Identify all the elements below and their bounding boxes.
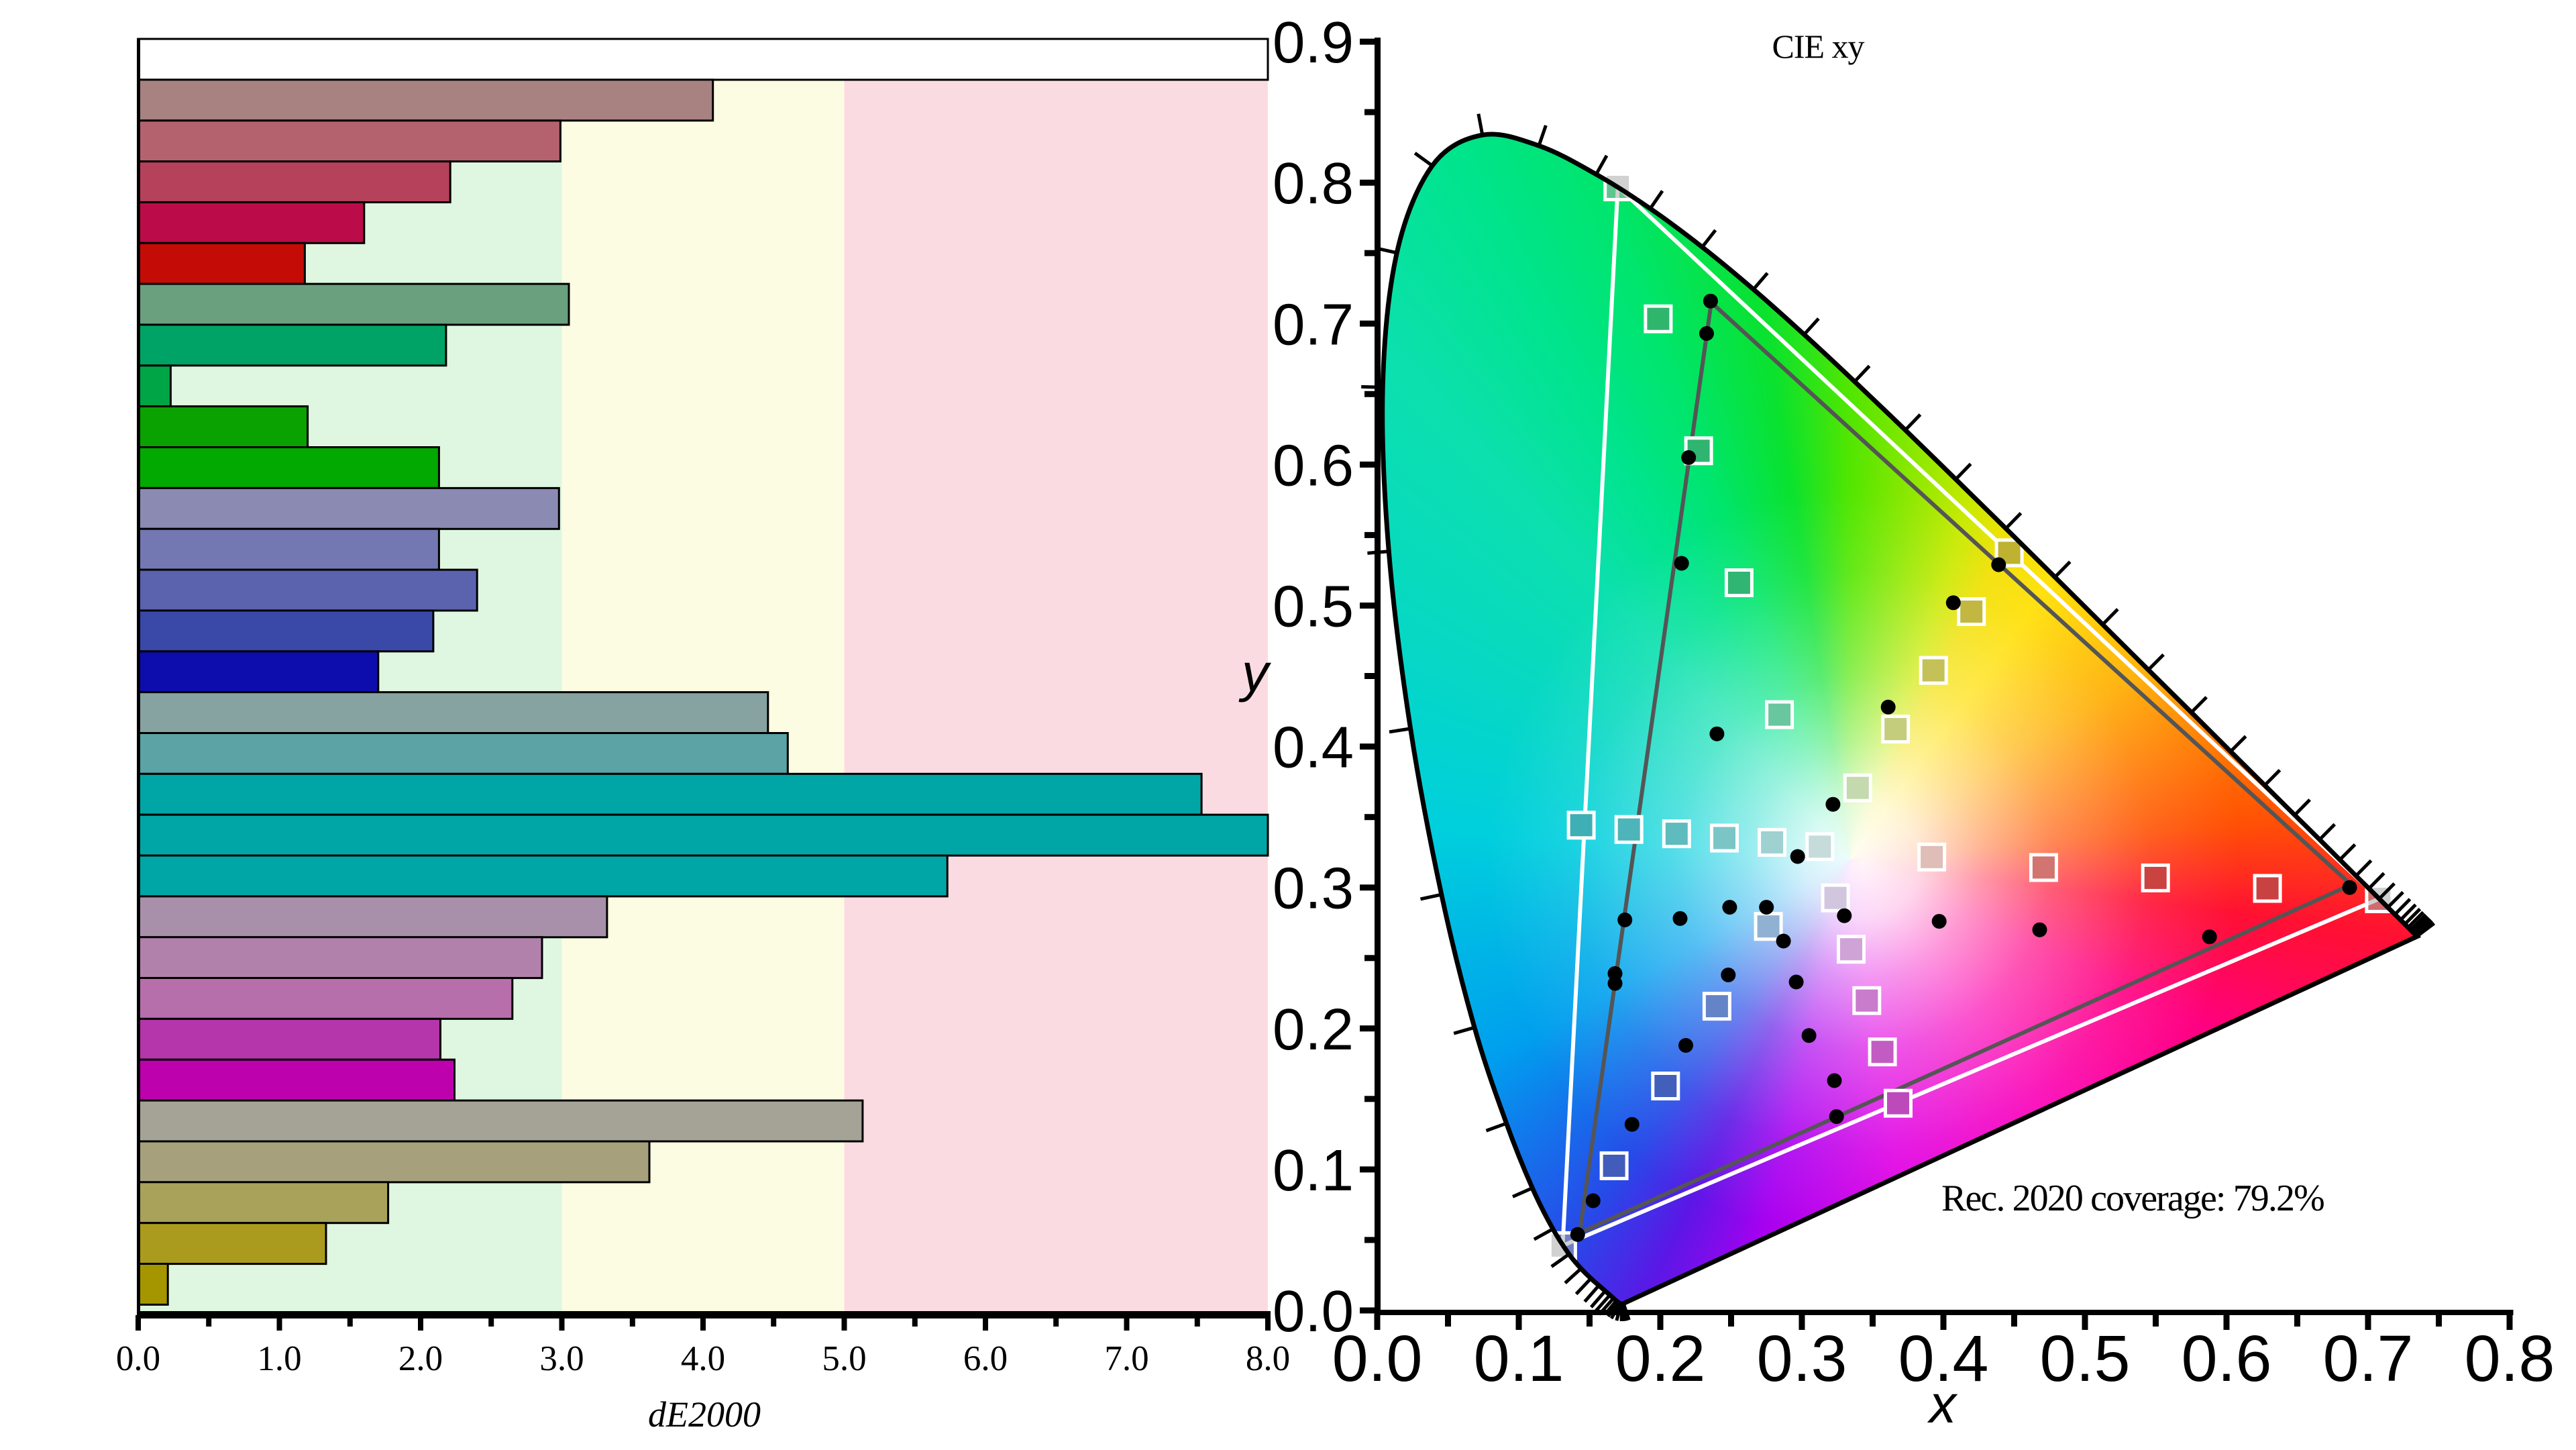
svg-text:0.3: 0.3 (1757, 1322, 1847, 1395)
svg-text:4.0: 4.0 (681, 1339, 725, 1378)
svg-text:0.7: 0.7 (2323, 1322, 2414, 1395)
svg-text:8.0: 8.0 (1246, 1339, 1290, 1378)
svg-text:0.1: 0.1 (1474, 1322, 1564, 1395)
svg-text:0.0: 0.0 (116, 1339, 160, 1378)
svg-text:0.6: 0.6 (1273, 433, 1354, 498)
svg-text:0.5: 0.5 (1273, 574, 1354, 639)
svg-text:0.1: 0.1 (1273, 1138, 1354, 1203)
svg-text:0.8: 0.8 (2465, 1322, 2555, 1395)
svg-text:x: x (1927, 1374, 1958, 1434)
svg-text:0.2: 0.2 (1615, 1322, 1706, 1395)
svg-text:0.0: 0.0 (1332, 1322, 1423, 1395)
svg-text:2.0: 2.0 (398, 1339, 443, 1378)
svg-text:0.0: 0.0 (1273, 1279, 1354, 1344)
svg-text:CIE xy: CIE xy (1772, 28, 1864, 65)
svg-text:7.0: 7.0 (1104, 1339, 1148, 1378)
svg-text:0.8: 0.8 (1273, 151, 1354, 216)
svg-text:0.2: 0.2 (1273, 997, 1354, 1062)
svg-text:0.3: 0.3 (1273, 856, 1354, 921)
svg-text:0.6: 0.6 (2182, 1322, 2272, 1395)
svg-text:dE2000: dE2000 (648, 1394, 761, 1435)
svg-text:0.7: 0.7 (1273, 292, 1354, 357)
svg-text:5.0: 5.0 (822, 1339, 866, 1378)
svg-text:1.0: 1.0 (257, 1339, 301, 1378)
svg-text:0.9: 0.9 (1273, 10, 1354, 75)
svg-text:0.4: 0.4 (1273, 715, 1354, 780)
svg-text:0.5: 0.5 (2040, 1322, 2131, 1395)
svg-text:6.0: 6.0 (963, 1339, 1008, 1378)
svg-text:0.4: 0.4 (1898, 1322, 1989, 1395)
svg-text:y: y (1238, 643, 1272, 703)
svg-text:Rec. 2020 coverage: 79.2%: Rec. 2020 coverage: 79.2% (1941, 1178, 2324, 1219)
svg-text:3.0: 3.0 (539, 1339, 584, 1378)
